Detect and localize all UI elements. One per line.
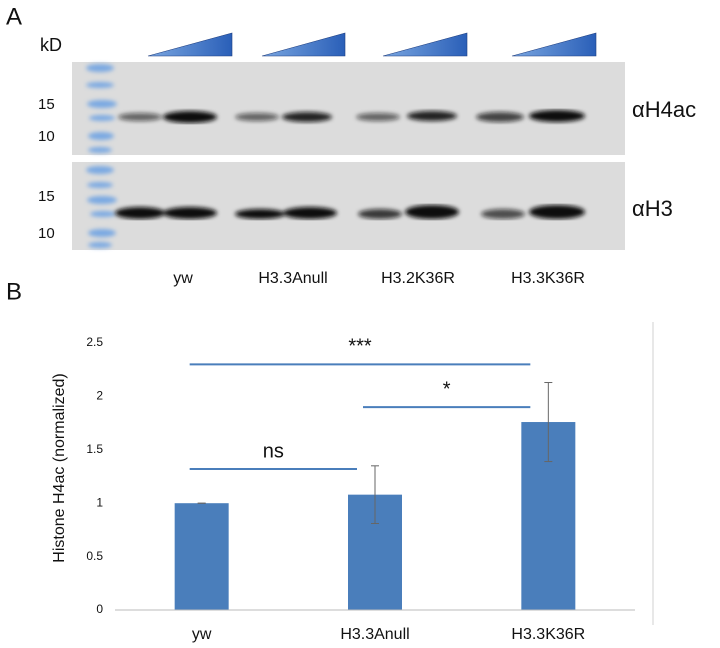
lane-label: yw — [173, 270, 193, 287]
bar — [174, 503, 229, 610]
y-axis-label: Histone H4ac (normalized) — [51, 373, 68, 562]
y-tick-label: 2.5 — [86, 335, 103, 349]
x-tick-label: H3.3K36R — [511, 626, 585, 643]
y-tick-label: 0.5 — [86, 549, 103, 563]
panel-label: B — [6, 278, 22, 305]
lane-label: H3.3K36R — [511, 270, 585, 287]
unit-label: kD — [40, 35, 62, 55]
significance-label: ns — [263, 440, 284, 462]
x-tick-label: H3.3Anull — [340, 626, 409, 643]
y-tick-label: 1 — [96, 495, 103, 509]
marker-label: 15 — [38, 96, 55, 113]
x-tick-label: yw — [192, 626, 212, 643]
error-bar — [371, 465, 379, 524]
y-tick-label: 2 — [96, 389, 103, 403]
y-tick-label: 1.5 — [86, 442, 103, 456]
lane-label: H3.2K36R — [381, 270, 455, 287]
blot-top — [72, 62, 625, 155]
antibody-label: αH4ac — [632, 97, 696, 122]
marker-label: 15 — [38, 188, 55, 205]
significance-label: *** — [348, 336, 372, 358]
y-tick-label: 0 — [96, 602, 103, 616]
error-bar — [544, 382, 553, 463]
marker-label: 10 — [38, 128, 55, 145]
panel-label: A — [6, 3, 22, 30]
blot-bottom — [72, 162, 625, 250]
antibody-label: αH3 — [632, 196, 673, 221]
lane-label: H3.3Anull — [258, 270, 327, 287]
significance-label: * — [443, 378, 451, 400]
marker-label: 10 — [38, 225, 55, 242]
gradient-triangles — [147, 32, 597, 57]
